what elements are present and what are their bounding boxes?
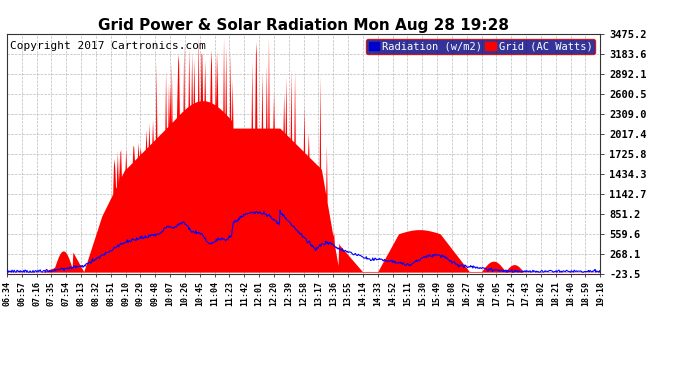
Text: Copyright 2017 Cartronics.com: Copyright 2017 Cartronics.com [10, 41, 206, 51]
Title: Grid Power & Solar Radiation Mon Aug 28 19:28: Grid Power & Solar Radiation Mon Aug 28 … [98, 18, 509, 33]
Legend: Radiation (w/m2), Grid (AC Watts): Radiation (w/m2), Grid (AC Watts) [366, 39, 595, 54]
